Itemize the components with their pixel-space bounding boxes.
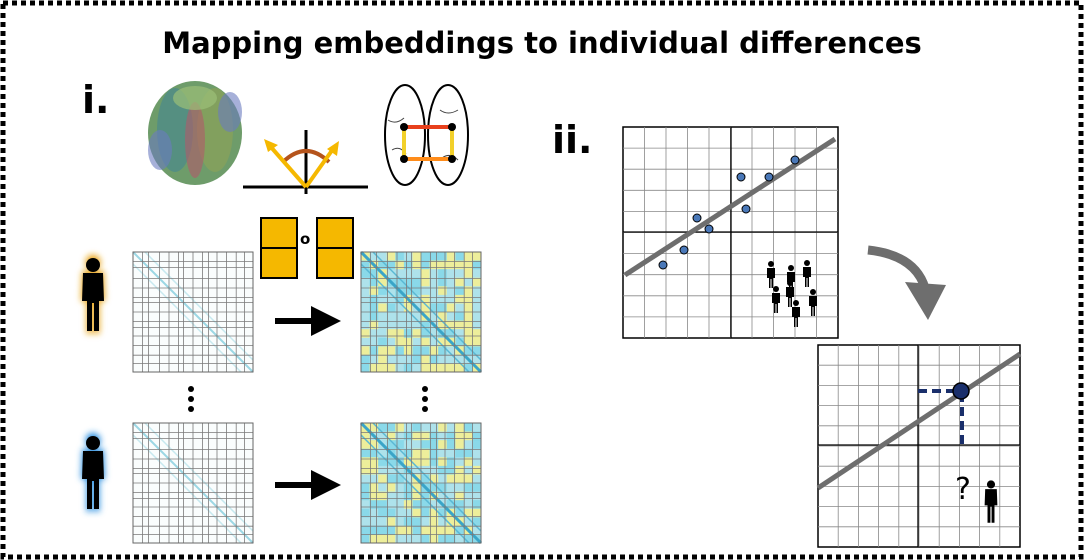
scatter-point	[692, 213, 702, 223]
connectivity-matrix	[359, 421, 483, 545]
connectivity-matrix	[132, 251, 254, 373]
scatter-point	[790, 155, 800, 165]
brain-network-icon	[384, 84, 469, 186]
connectivity-matrix	[359, 250, 483, 374]
diagram-title: Mapping embeddings to individual differe…	[162, 26, 922, 60]
scatter-point	[679, 245, 689, 255]
operator-symbol: o	[300, 230, 311, 248]
scatter-point	[704, 224, 714, 234]
panel-label-i: i.	[82, 78, 110, 122]
embedding-block-left	[260, 217, 298, 279]
curved-arrow	[867, 245, 946, 320]
scatter-point	[764, 172, 774, 182]
scatter-point	[736, 172, 746, 182]
person-icon	[81, 432, 105, 512]
prediction-plot	[816, 344, 1022, 548]
predicted-point	[952, 382, 970, 400]
brain-tractography-icon	[148, 81, 242, 185]
query-symbol: ?	[955, 472, 971, 507]
regression-line	[623, 136, 837, 278]
scatter-point	[741, 204, 751, 214]
ellipsis-dots	[188, 386, 428, 412]
scatter-point	[658, 260, 668, 270]
panel-label-ii: ii.	[552, 118, 593, 162]
regression-line	[816, 351, 1022, 491]
scatter-plot	[622, 126, 839, 339]
angle-vector-icon	[243, 130, 368, 194]
person-icon	[81, 254, 105, 334]
embedding-block-right	[316, 217, 354, 279]
connectivity-matrix	[132, 422, 254, 544]
